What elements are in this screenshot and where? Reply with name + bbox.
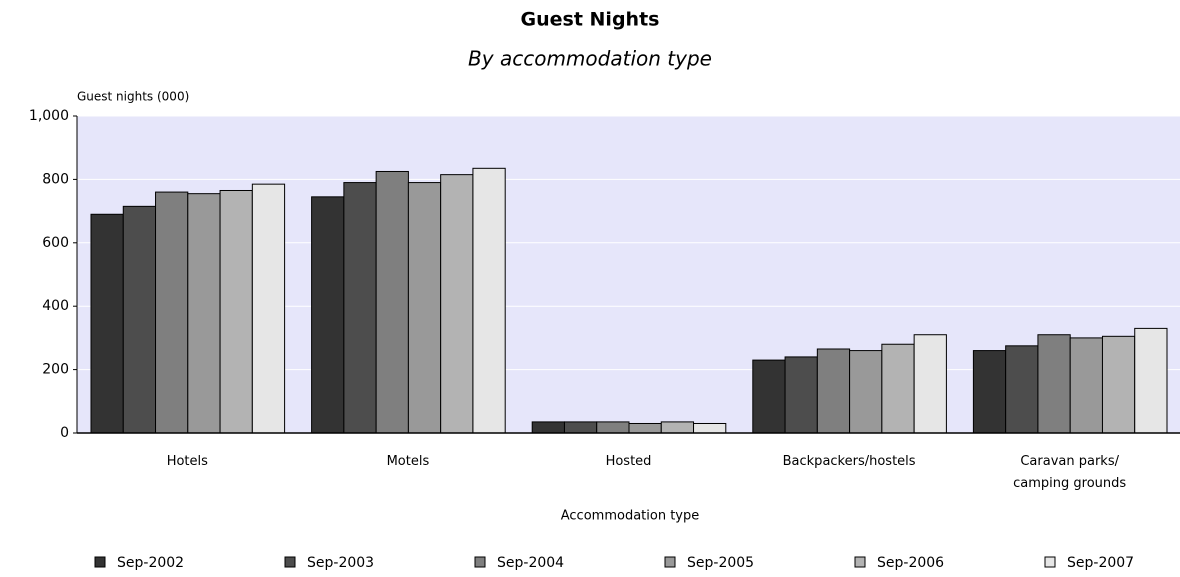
y-tick-label: 600	[42, 235, 69, 251]
x-tick-label: Backpackers/hostels	[782, 454, 916, 469]
bar	[375, 170, 409, 434]
bar	[440, 174, 474, 434]
y-tick-label: 800	[42, 171, 69, 187]
legend-swatch	[474, 556, 486, 568]
x-tick-label: Caravan parks/ camping grounds	[1013, 454, 1127, 491]
bar	[531, 421, 565, 434]
bar	[311, 196, 345, 434]
bar	[187, 193, 221, 434]
bar	[155, 191, 189, 434]
legend-label: Sep-2002	[117, 555, 184, 571]
x-axis-label: Accommodation type	[561, 509, 700, 524]
bar	[972, 350, 1007, 434]
legend-swatch	[664, 556, 676, 568]
legend-label: Sep-2004	[497, 555, 564, 571]
bar	[563, 421, 598, 434]
bar	[1005, 345, 1039, 434]
bar	[816, 348, 851, 434]
legend-label: Sep-2006	[877, 555, 944, 571]
bar	[90, 213, 124, 434]
bar	[752, 359, 786, 434]
legend-label: Sep-2007	[1067, 555, 1134, 571]
legend-swatch	[284, 556, 296, 568]
y-axis-label: Guest nights (000)	[77, 90, 189, 104]
y-tick-label: 200	[42, 362, 69, 378]
bar	[628, 422, 662, 434]
x-tick-label: Hosted	[605, 454, 652, 469]
legend-label: Sep-2003	[307, 555, 374, 571]
x-tick-label: Hotels	[166, 454, 208, 469]
legend-swatch	[1044, 556, 1056, 568]
bar	[122, 205, 157, 434]
bar	[693, 422, 727, 434]
legend-swatch	[94, 556, 106, 568]
bar	[343, 182, 377, 434]
bar	[1134, 327, 1168, 434]
legend-swatch	[854, 556, 866, 568]
bar	[596, 421, 630, 434]
bar	[881, 343, 915, 434]
bar	[219, 189, 253, 434]
x-tick-label: Motels	[386, 454, 430, 469]
bar	[472, 167, 506, 434]
y-tick-label: 400	[42, 298, 69, 314]
bar	[784, 356, 818, 434]
bar	[1101, 335, 1136, 434]
y-tick-label: 1,000	[29, 108, 69, 124]
chart-title: Guest Nights	[521, 9, 660, 31]
legend-label: Sep-2005	[687, 555, 754, 571]
bar	[251, 183, 286, 434]
y-tick-label: 0	[60, 425, 69, 441]
bar	[660, 421, 695, 434]
bar	[849, 350, 883, 434]
chart-subtitle: By accommodation type	[468, 47, 712, 71]
bar	[913, 334, 947, 434]
bar	[407, 182, 442, 434]
bar	[1037, 334, 1071, 434]
bar	[1069, 337, 1103, 434]
